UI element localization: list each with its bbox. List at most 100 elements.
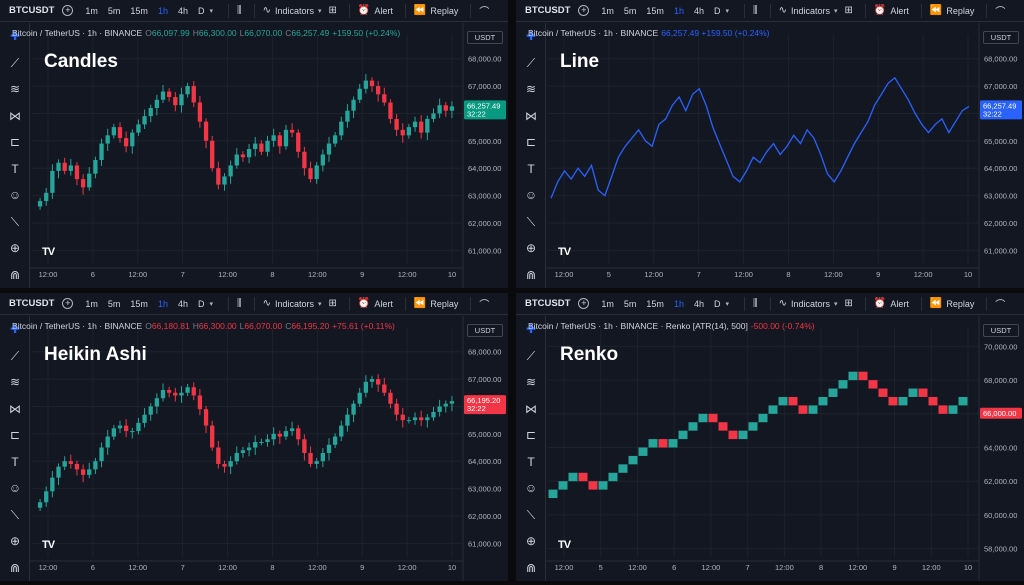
interval-1m-button[interactable]: 1m	[601, 298, 614, 309]
interval-5m-button[interactable]: 5m	[107, 298, 121, 309]
indicators-icon[interactable]: ∿	[778, 298, 787, 309]
trend-line-icon[interactable]: ⟋	[526, 55, 536, 70]
crosshair-icon[interactable]: ✚	[525, 29, 537, 43]
emoji-icon[interactable]: ☺	[524, 481, 538, 495]
currency-button[interactable]: USDT	[467, 324, 503, 337]
chart-canvas[interactable]: 61,000.00 62,000.00 63,000.00 64,000.00 65,0…	[0, 0, 508, 288]
chevron-down-icon[interactable]: ▾	[725, 300, 729, 308]
ruler-icon[interactable]: ⟍	[10, 214, 20, 229]
replay-icon[interactable]: ⏪	[413, 298, 427, 309]
interval-5m-button[interactable]: 5m	[107, 5, 121, 16]
alert-button[interactable]: Alert	[374, 298, 393, 309]
chart-type-icon[interactable]: ⫼	[752, 298, 758, 309]
interval-1m-button[interactable]: 1m	[601, 5, 614, 16]
interval-D-button[interactable]: D	[713, 5, 721, 16]
chart-panel-heikin[interactable]: BTCUSDT +1m 5m 15m 1h 4h D ▾ ⫼ ∿ Indicators ▾ ⊞ ⏰ Aler…	[0, 293, 508, 581]
forecast-icon[interactable]: ⊏	[9, 135, 21, 149]
chart-canvas[interactable]: 61,000.00 62,000.00 63,000.00 64,000.00 65,0…	[0, 293, 508, 581]
pattern-icon[interactable]: ⋈	[9, 401, 21, 416]
forecast-icon[interactable]: ⊏	[525, 135, 537, 149]
chevron-down-icon[interactable]: ▾	[725, 7, 729, 15]
interval-15m-button[interactable]: 15m	[646, 5, 664, 16]
chart-canvas[interactable]: 58,000.00 60,000.00 62,000.00 64,000.00 66,0…	[516, 293, 1024, 581]
crosshair-icon[interactable]: ✚	[9, 322, 21, 336]
compare-symbol-icon[interactable]: +	[62, 5, 74, 16]
currency-button[interactable]: USDT	[467, 31, 503, 44]
templates-icon[interactable]: ⊞	[844, 298, 853, 309]
emoji-icon[interactable]: ☺	[524, 188, 538, 202]
indicators-button[interactable]: Indicators	[790, 298, 831, 309]
indicators-icon[interactable]: ∿	[778, 5, 787, 16]
text-icon[interactable]: T	[11, 454, 19, 469]
chart-type-icon[interactable]: ⫼	[236, 298, 242, 309]
alert-button[interactable]: Alert	[890, 5, 909, 16]
trend-line-icon[interactable]: ⟋	[10, 55, 20, 70]
symbol-search-button[interactable]: BTCUSDT	[9, 5, 55, 16]
interval-15m-button[interactable]: 15m	[130, 5, 148, 16]
forecast-icon[interactable]: ⊏	[525, 428, 537, 442]
trend-line-icon[interactable]: ⟋	[10, 348, 20, 363]
emoji-icon[interactable]: ☺	[8, 188, 22, 202]
magnet-icon[interactable]: ⋒	[9, 560, 21, 575]
fib-icon[interactable]: ≋	[525, 82, 537, 96]
pattern-icon[interactable]: ⋈	[9, 108, 21, 123]
pattern-icon[interactable]: ⋈	[525, 108, 537, 123]
chart-panel-renko[interactable]: BTCUSDT +1m 5m 15m 1h 4h D ▾ ⫼ ∿ Indicators ▾ ⊞ ⏰ Aler…	[516, 293, 1024, 581]
crosshair-icon[interactable]: ✚	[9, 29, 21, 43]
ruler-icon[interactable]: ⟍	[10, 507, 20, 522]
text-icon[interactable]: T	[527, 161, 535, 176]
alert-icon[interactable]: ⏰	[357, 298, 371, 309]
trend-line-icon[interactable]: ⟋	[526, 348, 536, 363]
undo-icon[interactable]: ⌒	[995, 7, 1006, 18]
interval-4h-button[interactable]: 4h	[177, 298, 188, 309]
emoji-icon[interactable]: ☺	[8, 481, 22, 495]
interval-D-button[interactable]: D	[713, 298, 721, 309]
replay-icon[interactable]: ⏪	[413, 5, 427, 16]
chart-panel-line[interactable]: BTCUSDT +1m 5m 15m 1h 4h D ▾ ⫼ ∿ Indicators ▾ ⊞ ⏰ Aler…	[516, 0, 1024, 288]
ruler-icon[interactable]: ⟍	[526, 507, 536, 522]
alert-button[interactable]: Alert	[374, 5, 393, 16]
crosshair-icon[interactable]: ✚	[525, 322, 537, 336]
replay-icon[interactable]: ⏪	[929, 298, 943, 309]
templates-icon[interactable]: ⊞	[328, 5, 337, 16]
chart-type-icon[interactable]: ⫼	[236, 5, 242, 16]
interval-1h-button[interactable]: 1h	[157, 5, 168, 16]
compare-symbol-icon[interactable]: +	[578, 5, 590, 16]
replay-button[interactable]: Replay	[946, 5, 975, 16]
chart-type-icon[interactable]: ⫼	[752, 5, 758, 16]
interval-1m-button[interactable]: 1m	[85, 298, 98, 309]
interval-D-button[interactable]: D	[197, 5, 205, 16]
forecast-icon[interactable]: ⊏	[9, 428, 21, 442]
interval-5m-button[interactable]: 5m	[623, 5, 637, 16]
currency-button[interactable]: USDT	[983, 31, 1019, 44]
replay-button[interactable]: Replay	[946, 298, 975, 309]
text-icon[interactable]: T	[11, 161, 19, 176]
magnet-icon[interactable]: ⋒	[525, 560, 537, 575]
compare-symbol-icon[interactable]: +	[578, 298, 590, 309]
alert-icon[interactable]: ⏰	[357, 5, 371, 16]
interval-5m-button[interactable]: 5m	[623, 298, 637, 309]
replay-button[interactable]: Replay	[430, 5, 459, 16]
interval-15m-button[interactable]: 15m	[130, 298, 148, 309]
indicators-icon[interactable]: ∿	[262, 298, 271, 309]
magnet-icon[interactable]: ⋒	[525, 267, 537, 282]
alert-button[interactable]: Alert	[890, 298, 909, 309]
chevron-down-icon[interactable]: ▾	[318, 7, 322, 15]
interval-1h-button[interactable]: 1h	[673, 298, 684, 309]
chevron-down-icon[interactable]: ▾	[209, 7, 213, 15]
symbol-search-button[interactable]: BTCUSDT	[525, 5, 571, 16]
undo-icon[interactable]: ⌒	[995, 300, 1006, 311]
interval-15m-button[interactable]: 15m	[646, 298, 664, 309]
indicators-icon[interactable]: ∿	[262, 5, 271, 16]
alert-icon[interactable]: ⏰	[873, 5, 887, 16]
fib-icon[interactable]: ≋	[9, 82, 21, 96]
zoom-icon[interactable]: ⊕	[525, 241, 537, 255]
ruler-icon[interactable]: ⟍	[526, 214, 536, 229]
interval-1m-button[interactable]: 1m	[85, 5, 98, 16]
interval-1h-button[interactable]: 1h	[673, 5, 684, 16]
pattern-icon[interactable]: ⋈	[525, 401, 537, 416]
interval-4h-button[interactable]: 4h	[693, 298, 704, 309]
magnet-icon[interactable]: ⋒	[9, 267, 21, 282]
interval-D-button[interactable]: D	[197, 298, 205, 309]
chevron-down-icon[interactable]: ▾	[318, 300, 322, 308]
